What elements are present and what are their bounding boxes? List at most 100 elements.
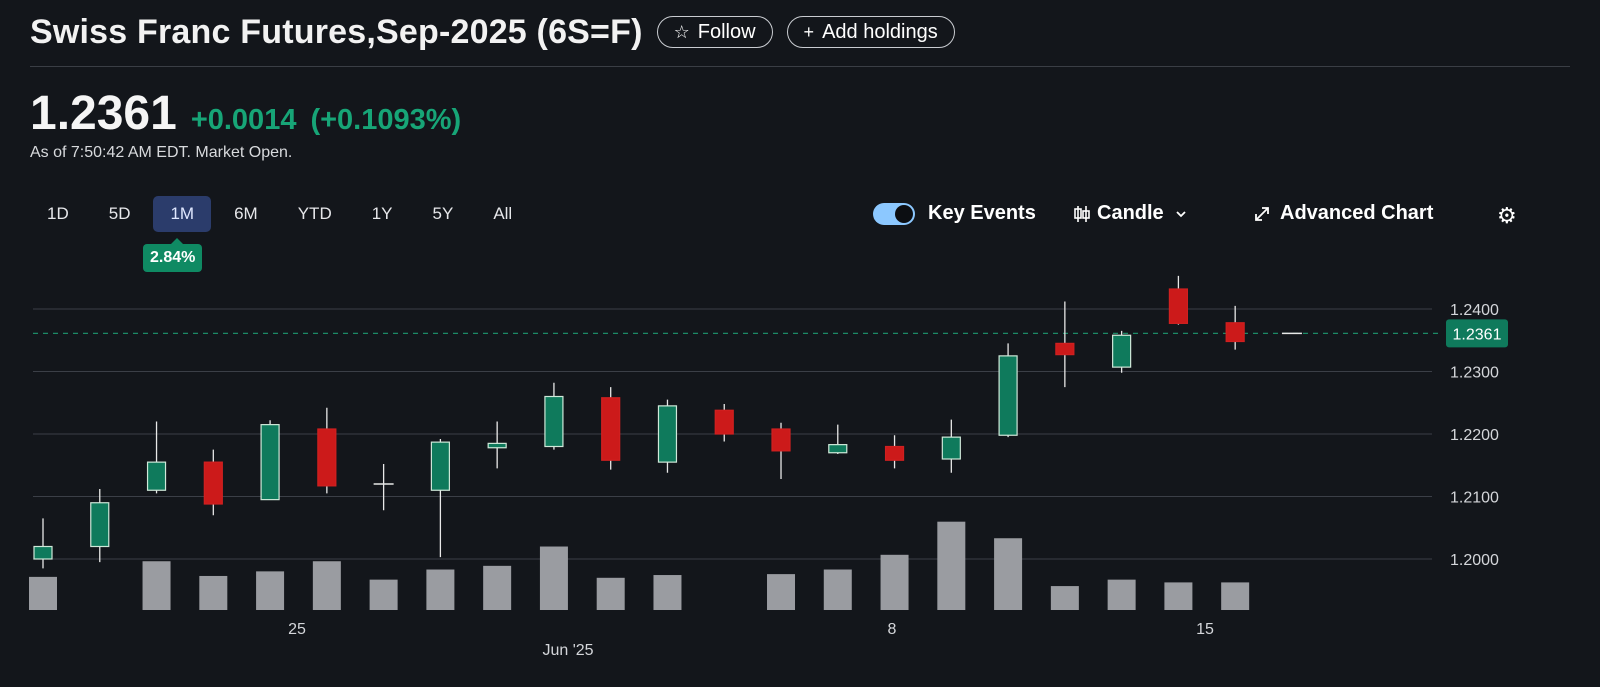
header-divider bbox=[30, 66, 1570, 67]
candle-body bbox=[1225, 322, 1245, 343]
candle bbox=[146, 421, 167, 494]
range-performance-badge: 2.84% bbox=[143, 238, 203, 272]
candlestick-icon bbox=[1074, 205, 1090, 222]
candle-body bbox=[317, 428, 337, 487]
volume-bar bbox=[199, 575, 228, 610]
volume-bar bbox=[312, 561, 341, 610]
plus-icon: + bbox=[803, 21, 815, 42]
candle bbox=[544, 382, 564, 450]
candle-body bbox=[260, 424, 280, 501]
x-tick-label: Jun '25 bbox=[542, 642, 593, 659]
volume-bar bbox=[1164, 582, 1193, 610]
y-tick-label: 1.2200 bbox=[1450, 427, 1499, 444]
candle bbox=[941, 419, 961, 473]
volume-bar bbox=[880, 554, 909, 610]
candle-body bbox=[828, 444, 848, 454]
candle-body bbox=[884, 445, 905, 461]
range-6m[interactable]: 6M bbox=[234, 204, 258, 223]
candle-body bbox=[1055, 342, 1075, 356]
advanced-chart-button[interactable]: Advanced Chart bbox=[1253, 202, 1433, 225]
volume-bar bbox=[937, 521, 966, 610]
range-1d[interactable]: 1D bbox=[47, 204, 69, 223]
volume-bar bbox=[767, 574, 796, 610]
gear-icon[interactable]: ⚙ bbox=[1497, 203, 1517, 228]
price-chart[interactable]: 1.2000 1.2100 1.2200 1.2300 1.2400 1.2361 25 Ju… bbox=[0, 250, 1600, 687]
volume-bar bbox=[426, 569, 455, 610]
current-price-tag: 1.2361 bbox=[1446, 319, 1508, 348]
candle-body bbox=[203, 461, 223, 505]
toggle-knob bbox=[895, 205, 913, 223]
chart-controls: Key Events Candle Advanced Chart ⚙ bbox=[0, 198, 1600, 230]
add-holdings-button[interactable]: + Add holdings bbox=[786, 16, 955, 48]
volume-bar bbox=[29, 576, 57, 610]
y-tick-label: 1.2100 bbox=[1450, 490, 1499, 507]
follow-label: Follow bbox=[697, 20, 756, 43]
advanced-chart-label: Advanced Chart bbox=[1280, 202, 1434, 224]
candle-body bbox=[714, 409, 734, 435]
candle bbox=[657, 399, 678, 473]
candle bbox=[260, 420, 280, 501]
quote-header: Swiss Franc Futures,Sep-2025 (6S=F) ☆ Fo… bbox=[30, 12, 1570, 52]
candle bbox=[1055, 301, 1075, 388]
candle bbox=[33, 518, 53, 569]
volume-bar bbox=[1107, 579, 1136, 610]
volume-bar bbox=[653, 575, 682, 610]
range-all[interactable]: All bbox=[493, 204, 513, 223]
key-events-toggle[interactable] bbox=[873, 203, 915, 225]
candle bbox=[1112, 330, 1132, 373]
volume-bar bbox=[539, 546, 568, 610]
range-ytd[interactable]: YTD bbox=[297, 204, 332, 223]
candle bbox=[487, 421, 507, 469]
range-1m[interactable]: 1M bbox=[153, 196, 212, 232]
chart-type-label: Candle bbox=[1097, 202, 1164, 224]
candle-body bbox=[146, 461, 167, 491]
volume-bar bbox=[256, 571, 285, 610]
candle-body bbox=[1112, 334, 1132, 368]
candle bbox=[373, 464, 394, 511]
expand-arrows-icon bbox=[1255, 206, 1269, 221]
range-1y[interactable]: 1Y bbox=[371, 204, 393, 223]
candle bbox=[884, 435, 905, 469]
candle-body bbox=[601, 397, 621, 461]
candle bbox=[771, 422, 791, 479]
volume-bar bbox=[1050, 586, 1079, 610]
candle bbox=[1225, 305, 1245, 350]
candle bbox=[828, 424, 848, 454]
y-tick-label: 1.2000 bbox=[1450, 552, 1499, 569]
candle-body bbox=[90, 502, 110, 548]
candle-body bbox=[998, 355, 1018, 436]
volume-bar bbox=[994, 538, 1023, 610]
volume-bar bbox=[823, 569, 852, 610]
candle-body bbox=[941, 436, 961, 460]
add-holdings-label: Add holdings bbox=[822, 20, 938, 43]
candle-body bbox=[771, 428, 791, 452]
follow-button[interactable]: ☆ Follow bbox=[656, 16, 773, 48]
y-tick-label: 1.2300 bbox=[1450, 365, 1499, 382]
x-tick-label: 8 bbox=[888, 621, 897, 638]
candle bbox=[203, 449, 223, 516]
price-row: 1.2361 +0.0014 (+0.1093%) bbox=[30, 86, 461, 141]
candle bbox=[1168, 275, 1189, 325]
candle-body bbox=[1168, 288, 1189, 324]
candle bbox=[90, 489, 110, 563]
page-title: Swiss Franc Futures,Sep-2025 (6S=F) bbox=[30, 12, 643, 51]
candle bbox=[430, 439, 450, 558]
y-tick-label: 1.2400 bbox=[1450, 302, 1499, 319]
candle bbox=[317, 407, 337, 494]
chart-type-dropdown[interactable]: Candle bbox=[1073, 202, 1188, 225]
candle-body bbox=[430, 441, 450, 491]
range-5d[interactable]: 5D bbox=[108, 204, 131, 223]
candle bbox=[998, 343, 1018, 438]
current-price-tag-label: 1.2361 bbox=[1453, 326, 1502, 343]
chevron-down-icon bbox=[1176, 210, 1186, 217]
range-5y[interactable]: 5Y bbox=[432, 204, 454, 223]
price-change: +0.0014 bbox=[190, 104, 297, 136]
x-tick-label: 25 bbox=[288, 621, 306, 638]
star-outline-icon: ☆ bbox=[673, 21, 690, 42]
current-price-tag-bg bbox=[1446, 319, 1508, 348]
candle-body bbox=[544, 395, 564, 448]
key-events-label[interactable]: Key Events bbox=[928, 202, 1036, 224]
as-of-timestamp: As of 7:50:42 AM EDT. Market Open. bbox=[30, 144, 293, 161]
volume-bar bbox=[1221, 582, 1250, 610]
volume-bar bbox=[142, 561, 171, 610]
